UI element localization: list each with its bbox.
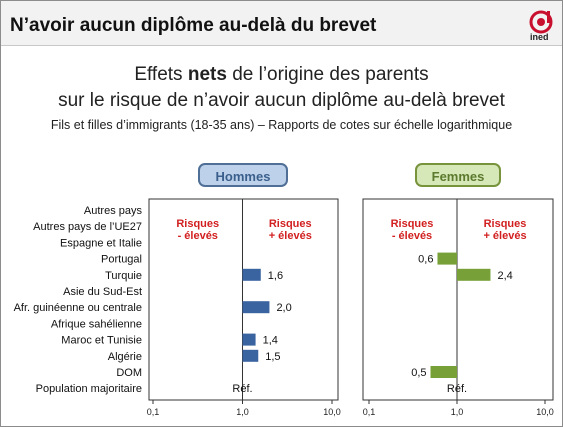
category-label: Afr. guinéenne ou centrale (14, 302, 142, 314)
slide-title: N’avoir aucun diplôme au-delà du brevet (10, 15, 377, 36)
category-label: Maroc et Tunisie (61, 335, 142, 347)
data-label: 2,0 (276, 302, 291, 314)
x-tick-label: 10,0 (323, 407, 341, 417)
x-tick-label: 1,0 (451, 407, 464, 417)
annotation-higher-risk: + élevés (269, 230, 312, 242)
data-label: 0,5 (411, 367, 426, 379)
data-label: 0,6 (418, 254, 433, 266)
bar (242, 333, 256, 346)
x-tick-label: 0,1 (363, 407, 376, 417)
bar (242, 349, 259, 362)
chart-subtitle: Fils et filles d’immigrants (18-35 ans) … (50, 118, 513, 132)
annotation-lower-risk: Risques (391, 218, 434, 230)
annotation-higher-risk: Risques (269, 218, 312, 230)
x-tick-label: 0,1 (147, 407, 160, 417)
data-label: Réf. (447, 383, 467, 395)
slide-header: N’avoir aucun diplôme au-delà du brevet … (1, 1, 562, 46)
data-label: 2,4 (497, 270, 512, 282)
bar (430, 366, 457, 378)
panel-label-hommes: Hommes (198, 163, 288, 187)
category-label: Afrique sahélienne (51, 318, 142, 330)
annotation-higher-risk: Risques (484, 218, 527, 230)
plot-frame (362, 198, 554, 401)
annotation-lower-risk: - élevés (392, 230, 432, 242)
x-tick-label: 1,0 (236, 407, 249, 417)
annotation-lower-risk: Risques (176, 218, 219, 230)
panel-label-femmes: Femmes (415, 163, 501, 187)
bar (437, 252, 457, 265)
plot-frame (148, 198, 339, 401)
chart-title-line1: Effets nets de l’origine des parents (134, 64, 429, 85)
annotation-lower-risk: - élevés (178, 230, 218, 242)
category-label: Espagne et Italie (60, 237, 142, 249)
category-label: Portugal (101, 254, 142, 266)
category-label: Population majoritaire (36, 383, 142, 395)
category-label: DOM (116, 367, 142, 379)
annotation-higher-risk: + élevés (483, 230, 526, 242)
data-label: 1,4 (263, 335, 278, 347)
category-label: Turquie (105, 270, 142, 282)
category-label: Algérie (108, 351, 142, 363)
bar (242, 301, 270, 314)
bar (242, 268, 261, 281)
data-label: Réf. (232, 383, 252, 395)
category-label: Autres pays (84, 205, 143, 217)
category-label: Autres pays de l’UE27 (33, 221, 142, 233)
data-label: 1,6 (268, 270, 283, 282)
ined-logo-icon (529, 10, 553, 34)
chart-title-line2: sur le risque de n’avoir aucun diplôme a… (58, 90, 505, 111)
logo-text: ined (530, 32, 549, 42)
category-label: Asie du Sud-Est (63, 286, 142, 298)
bar (457, 268, 491, 281)
data-label: 1,5 (265, 351, 280, 363)
x-tick-label: 10,0 (536, 407, 554, 417)
